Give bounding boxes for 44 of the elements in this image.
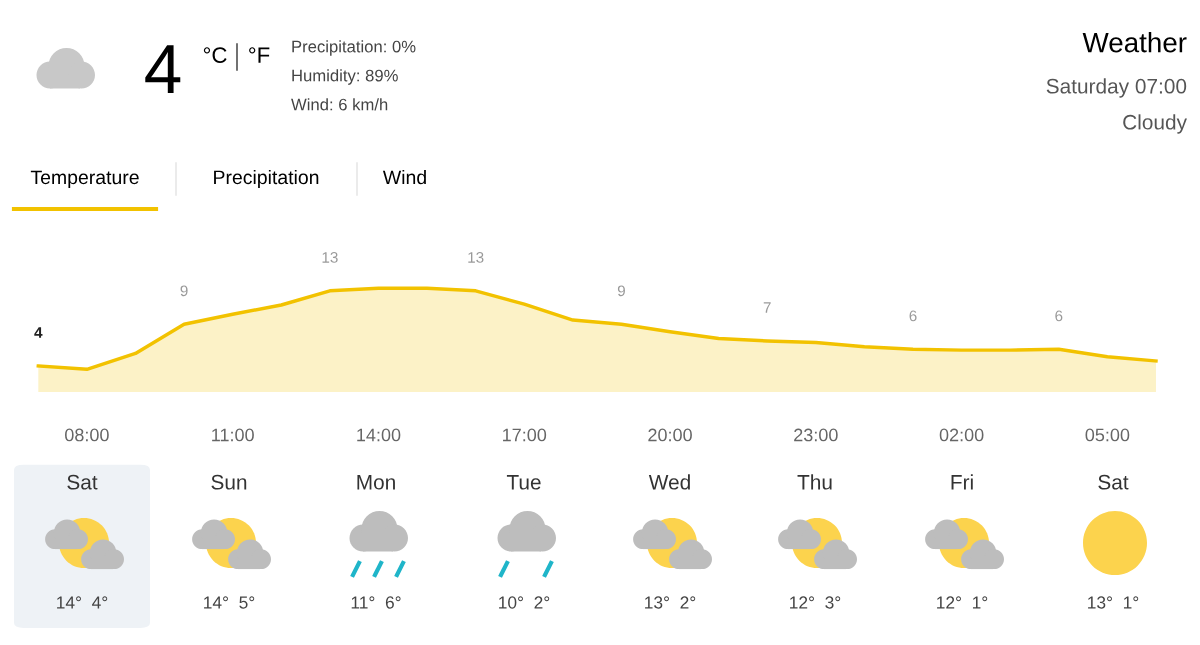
x-tick-label: 02:00 [939,428,984,442]
x-tick-label: 08:00 [65,428,109,442]
text: Wind [382,169,426,185]
data-label: 9 [617,285,625,297]
x-tick-label: 05:00 [1085,428,1130,442]
data-label: 6 [1055,310,1063,322]
data-label: 13 [468,251,484,263]
data-label: 9 [180,285,188,297]
text: Wind: 6 km/h [291,98,388,111]
x-tick-label: 17:00 [503,428,547,442]
data-label: 4 [34,327,43,338]
text: 12° 3° [790,596,841,609]
text: Saturday 07:00 [1046,78,1187,98]
text: Tue [506,475,541,490]
text: Weather [1082,32,1187,53]
text: °F [249,47,270,63]
text: 4 [145,45,181,93]
text: Thu [797,474,832,490]
text: 13° 2° [645,596,696,609]
text: 12° 1° [937,596,988,609]
x-tick-label: 11:00 [212,428,254,442]
text: Wed [648,474,690,490]
text: Sun [211,474,247,490]
text: Humidity: 89% [292,69,398,85]
text: 10° 2° [499,596,550,609]
text: Mon [357,475,395,490]
text: °C [203,47,227,63]
text: 14° 5° [204,596,255,609]
x-tick-label: 23:00 [794,428,838,442]
text: Cloudy [1123,114,1187,134]
text: Sat [1098,474,1129,490]
text: 13° 1° [1088,596,1139,609]
text: Precipitation [214,169,319,189]
text: Fri [951,474,973,490]
x-tick-label: 14:00 [357,428,401,442]
text: Precipitation: 0% [292,40,416,56]
x-tick-label: 20:00 [648,428,692,442]
text: Temperature [30,170,139,189]
text: 11° 6° [351,596,401,609]
data-label: 6 [909,310,917,322]
text: Sat [67,474,98,490]
data-label: 7 [763,302,771,313]
text: 14° 4° [57,596,108,609]
data-label: 13 [322,251,338,263]
